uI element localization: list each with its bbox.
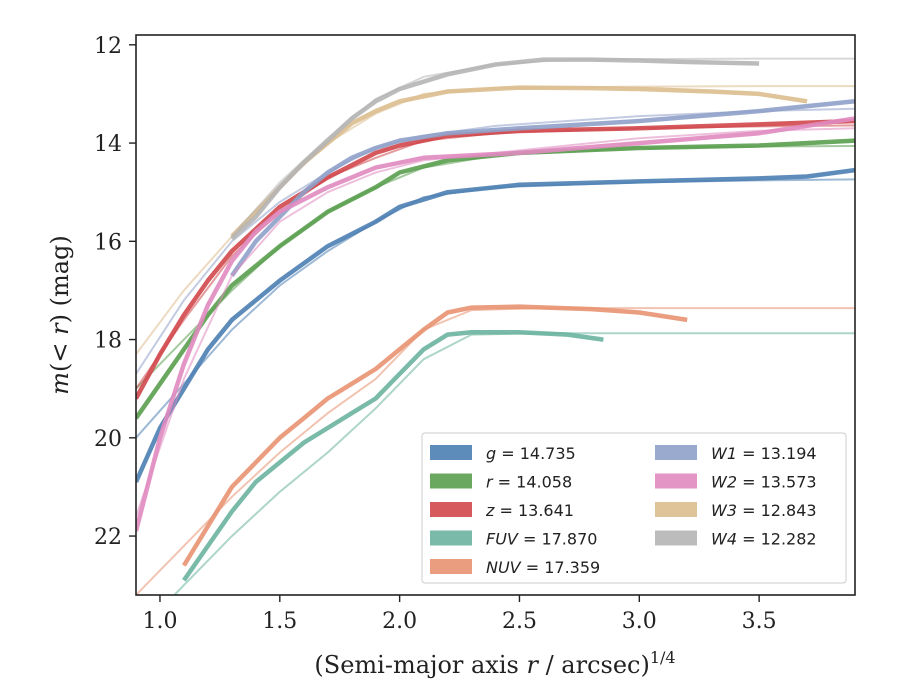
legend: g = 14.735 r = 14.058 z = 13.641 FUV = 17.8… — [421, 432, 847, 584]
y-tick-label: 18 — [94, 329, 122, 354]
legend-swatch-z — [430, 502, 472, 517]
legend-label-g: g = 14.735 — [486, 444, 576, 463]
legend-swatch-w3 — [655, 502, 697, 517]
series-w1-profile-band — [230, 99, 855, 277]
y-axis-title: m(< r) (mag) — [46, 235, 74, 395]
series-w2-profile-band — [136, 116, 855, 532]
legend-swatch-w2 — [655, 473, 697, 489]
legend-label-w3: W3 = 12.843 — [711, 501, 817, 520]
legend-swatch-nuv — [430, 559, 472, 574]
series-w3-profile-band — [230, 85, 808, 238]
series-w4-profile-band — [230, 57, 760, 241]
plot-frame — [135, 34, 856, 596]
series-w2-model-line — [136, 127, 855, 517]
y-tick-label: 12 — [94, 34, 122, 59]
y-tick-label: 20 — [94, 427, 122, 452]
legend-label-w4: W4 = 12.282 — [711, 530, 817, 549]
x-tick-label: 2.0 — [382, 609, 417, 634]
legend-swatch-w1 — [655, 445, 697, 460]
legend-label-r: r = 14.058 — [486, 473, 572, 492]
series-r-profile-band — [136, 138, 855, 420]
legend-swatch-fuv — [430, 530, 472, 546]
legend-swatch-w4 — [655, 530, 697, 546]
series-fuv-profile-band — [182, 329, 604, 582]
legend-label-w2: W2 = 13.573 — [711, 473, 817, 492]
legend-label-z: z = 13.641 — [485, 501, 574, 520]
series-g-profile-band — [136, 167, 855, 483]
axes-layer: 1.0 1.5 2.0 2.5 3.0 3.5 12 14 16 18 20 22 — [94, 34, 777, 634]
legend-label-fuv: FUV = 17.870 — [486, 530, 597, 549]
legend-label-w1: W1 = 13.194 — [711, 444, 817, 463]
x-tick-label: 3.5 — [742, 609, 777, 634]
legend-box — [421, 432, 847, 584]
x-axis-title: (Semi-major axis r / arcsec)1/4 — [314, 648, 675, 679]
legend-label-nuv: NUV = 17.359 — [486, 558, 600, 577]
x-tick-label: 1.0 — [142, 609, 177, 634]
y-tick-label: 16 — [94, 230, 122, 255]
series-fuv-model-line — [172, 332, 855, 595]
legend-swatch-g — [430, 445, 472, 460]
series-r-model-line — [136, 145, 855, 390]
x-tick-label: 1.5 — [262, 609, 297, 634]
y-tick-label: 22 — [94, 525, 122, 550]
series-nuv-profile-band — [181, 304, 688, 567]
legend-swatch-r — [430, 473, 472, 489]
x-tick-label: 3.0 — [622, 609, 657, 634]
x-tick-label: 2.5 — [502, 609, 537, 634]
series-z-profile-band — [136, 118, 855, 400]
series-layer — [136, 57, 855, 595]
y-tick-label: 14 — [94, 132, 122, 157]
